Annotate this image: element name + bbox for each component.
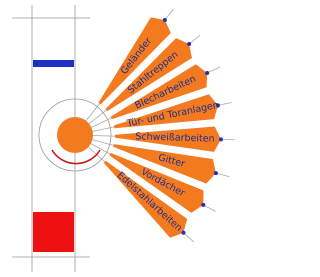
ray-label: Schweißarbeiten xyxy=(135,131,215,144)
ray-dot xyxy=(214,171,218,175)
ray-dot xyxy=(181,231,185,235)
ray-dot xyxy=(201,203,205,207)
ray-dot xyxy=(187,42,191,46)
ray-dot xyxy=(163,18,167,22)
ray-dot xyxy=(219,137,223,141)
red-block xyxy=(33,212,74,252)
center-circle xyxy=(57,117,93,153)
blue-bar xyxy=(33,60,74,67)
ray-dot xyxy=(205,71,209,75)
page: GeländerStahltreppenBlecharbeitenTür- un… xyxy=(0,0,320,277)
